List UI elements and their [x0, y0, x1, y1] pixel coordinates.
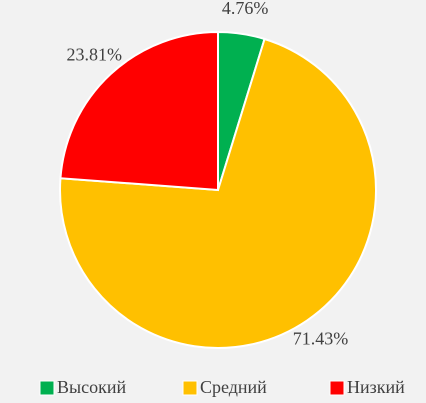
legend-label: Низкий: [347, 377, 405, 397]
legend-swatch: [329, 380, 345, 396]
data-label: 71.43%: [293, 328, 349, 348]
pie-slice: [59, 37, 377, 349]
legend-label: Высокий: [57, 377, 126, 397]
legend-swatch: [39, 380, 55, 396]
pie-slice: [59, 30, 219, 192]
legend-swatch: [182, 380, 198, 396]
data-label: 23.81%: [66, 45, 122, 65]
data-label: 4.76%: [222, 0, 269, 18]
legend-label: Средний: [200, 377, 267, 397]
